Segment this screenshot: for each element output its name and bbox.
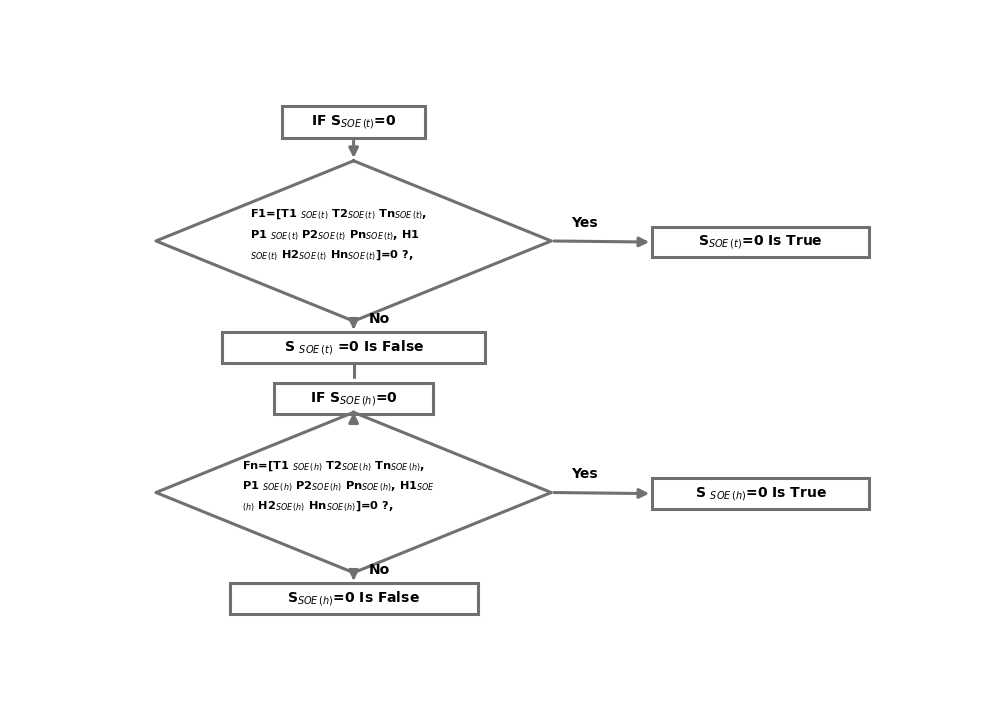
- Text: S$_{SOE\,(h)}$=0 Is False: S$_{SOE\,(h)}$=0 Is False: [287, 589, 420, 608]
- Text: S$_{SOE\,(t)}$=0 Is True: S$_{SOE\,(t)}$=0 Is True: [698, 233, 823, 251]
- FancyBboxPatch shape: [652, 227, 869, 257]
- Text: S $_{SOE\,(h)}$=0 Is True: S $_{SOE\,(h)}$=0 Is True: [695, 485, 826, 503]
- Text: F1=[T1 $_{SOE\,(t)}$ T2$_{SOE\,(t)}$ Tn$_{SOE\,(t)}$,
P1 $_{SOE\,(t)}$ P2$_{SOE\: F1=[T1 $_{SOE\,(t)}$ T2$_{SOE\,(t)}$ Tn$…: [250, 208, 427, 263]
- FancyBboxPatch shape: [230, 584, 478, 614]
- FancyBboxPatch shape: [282, 106, 425, 138]
- Text: IF S$_{SOE\,(h)}$=0: IF S$_{SOE\,(h)}$=0: [310, 390, 398, 408]
- Text: IF S$_{SOE\,(t)}$=0: IF S$_{SOE\,(t)}$=0: [311, 113, 396, 131]
- Text: S $_{SOE\,(t)}$ =0 Is False: S $_{SOE\,(t)}$ =0 Is False: [284, 338, 424, 357]
- FancyBboxPatch shape: [652, 478, 869, 509]
- FancyBboxPatch shape: [274, 383, 433, 414]
- FancyBboxPatch shape: [222, 332, 485, 363]
- Text: Fn=[T1 $_{SOE\,(h)}$ T2$_{SOE\,(h)}$ Tn$_{SOE\,(h)}$,
P1 $_{SOE\,(h)}$ P2$_{SOE\: Fn=[T1 $_{SOE\,(h)}$ T2$_{SOE\,(h)}$ Tn$…: [242, 460, 435, 514]
- Text: Yes: Yes: [571, 216, 597, 230]
- Text: No: No: [369, 312, 390, 325]
- Text: Yes: Yes: [571, 467, 597, 482]
- Text: No: No: [369, 563, 390, 577]
